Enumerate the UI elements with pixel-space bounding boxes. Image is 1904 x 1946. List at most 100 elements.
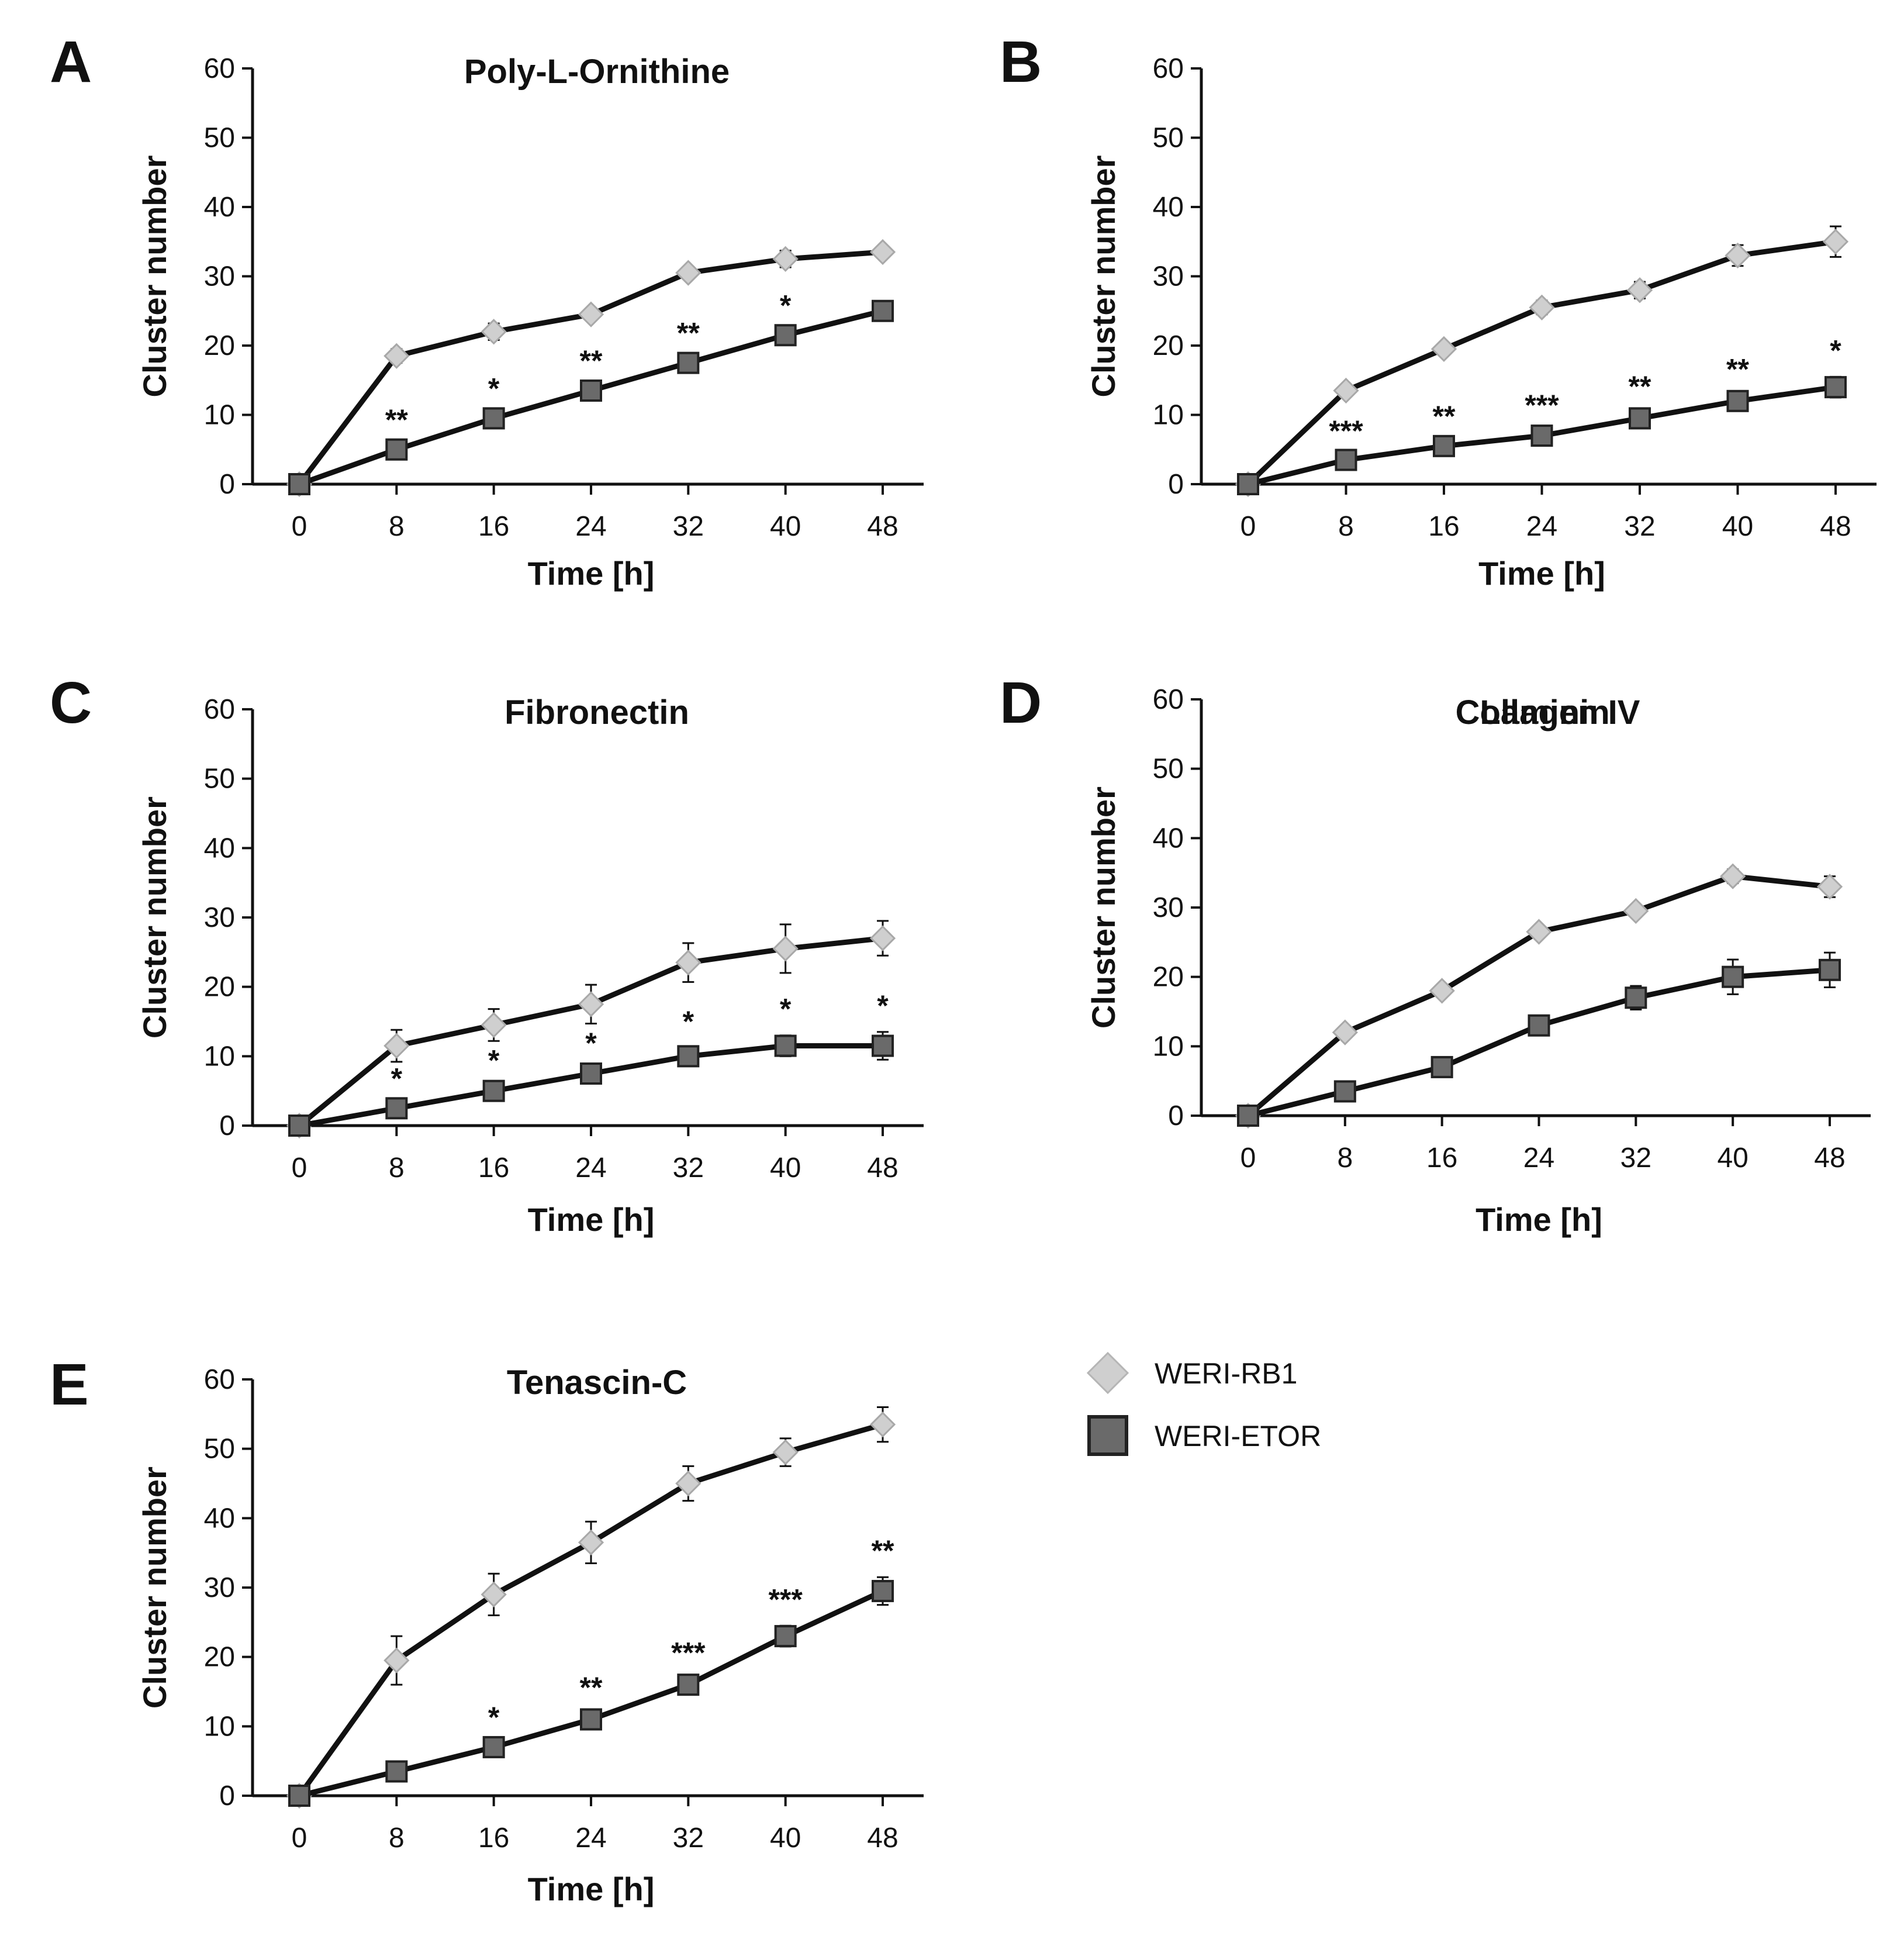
x-axis-label: Time [h] (1478, 555, 1605, 592)
chart-title: Collagen IV (1456, 693, 1640, 732)
x-tick-label: 40 (770, 1153, 801, 1184)
x-tick-label: 24 (575, 1153, 606, 1184)
x-tick-label: 40 (1722, 511, 1753, 542)
y-tick-label: 40 (204, 1503, 235, 1534)
x-tick-label: 40 (1717, 1143, 1748, 1174)
x-tick-label: 16 (478, 1153, 509, 1184)
data-point-diamond (481, 1012, 507, 1038)
x-tick-label: 16 (478, 1823, 509, 1854)
data-point-square (385, 438, 408, 461)
x-tick-label: 48 (867, 511, 898, 542)
data-point-diamond (1623, 898, 1649, 924)
y-tick-label: 30 (204, 902, 235, 933)
y-tick-label: 10 (204, 400, 235, 431)
x-tick-label: 0 (292, 1823, 307, 1854)
significance-marker: * (488, 1044, 500, 1077)
x-tick-label: 0 (292, 511, 307, 542)
x-tick-label: 48 (1814, 1143, 1845, 1174)
data-point-diamond (869, 925, 896, 951)
series-weri-etor (288, 1576, 894, 1807)
series-weri-rb1 (1235, 863, 1843, 1129)
series-weri-etor (1237, 951, 1841, 1127)
data-point-diamond (772, 246, 799, 272)
series-weri-rb1 (286, 1406, 896, 1809)
significance-marker: ** (580, 1671, 603, 1704)
significance-marker: * (877, 989, 889, 1022)
legend-label-weri-rb1: WERI-RB1 (1155, 1357, 1297, 1390)
significance-marker: * (488, 372, 500, 405)
x-axis-label: Time [h] (1475, 1201, 1602, 1238)
series-weri-rb1 (286, 920, 896, 1139)
data-point-square (288, 473, 310, 495)
data-point-diamond (1429, 978, 1455, 1004)
data-point-square (1722, 965, 1744, 988)
data-point-square (872, 1034, 894, 1057)
data-point-square (482, 1079, 505, 1102)
y-tick-label: 60 (204, 694, 235, 725)
x-tick-label: 24 (1523, 1143, 1554, 1174)
data-point-diamond (772, 936, 799, 962)
significance-marker: ** (872, 1534, 894, 1567)
significance-marker: * (780, 289, 792, 322)
y-tick-label: 20 (204, 972, 235, 1003)
significance-marker: * (488, 1701, 500, 1734)
panel-letter: C (50, 670, 92, 736)
x-tick-label: 0 (292, 1153, 307, 1184)
x-tick-label: 8 (389, 1823, 405, 1854)
chart-panels: A Poly-L-Ornithine 0 10 20 30 40 50 60 0 8 16 24 32 40… (50, 29, 1877, 1907)
data-point-square (1629, 407, 1651, 430)
x-tick-label: 16 (1426, 1143, 1457, 1174)
y-tick-label: 40 (1153, 823, 1184, 854)
data-point-square (1237, 1105, 1259, 1127)
data-point-square (288, 1785, 310, 1807)
y-tick-label: 50 (1153, 123, 1184, 154)
x-tick-label: 16 (478, 511, 509, 542)
data-point-diamond (1529, 294, 1555, 320)
y-tick-label: 10 (1153, 1031, 1184, 1062)
significance-marker: *** (1329, 415, 1363, 447)
chart-panel-d: D Laminin 0 10 20 30 40 50 60 0 8 16 24 32 40 48 Time [h… (1000, 670, 1871, 1238)
y-tick-label: 0 (219, 1110, 235, 1141)
data-point-square (1335, 448, 1357, 471)
significance-marker: * (683, 1005, 694, 1038)
y-tick-label: 60 (204, 53, 235, 84)
significance-marker: ** (677, 317, 700, 350)
y-tick-label: 0 (219, 469, 235, 500)
x-tick-label: 48 (867, 1153, 898, 1184)
x-tick-label: 8 (389, 511, 405, 542)
data-point-square (580, 1708, 602, 1731)
y-tick-label: 30 (204, 261, 235, 292)
x-tick-label: 32 (673, 1823, 704, 1854)
y-tick-label: 10 (1153, 400, 1184, 431)
significance-marker: ** (385, 403, 408, 436)
significance-marker: * (391, 1062, 403, 1095)
x-axis-label: Time [h] (528, 1201, 655, 1238)
y-tick-label: 0 (1168, 469, 1184, 500)
data-point-diamond (1816, 874, 1843, 900)
data-point-square (677, 1674, 700, 1696)
x-tick-label: 32 (673, 511, 704, 542)
significance-marker: ** (1433, 400, 1456, 433)
data-point-diamond (1720, 863, 1746, 889)
data-point-diamond (578, 1529, 604, 1555)
data-point-diamond (1725, 242, 1751, 269)
data-point-square (288, 1115, 310, 1137)
data-point-diamond (772, 1439, 799, 1465)
x-tick-label: 0 (1240, 511, 1256, 542)
x-tick-label: 40 (770, 511, 801, 542)
panel-letter: A (50, 29, 92, 95)
y-axis-label: Cluster number (1085, 786, 1122, 1029)
data-point-square (1625, 986, 1647, 1009)
y-tick-label: 20 (204, 330, 235, 361)
data-point-diamond (1526, 919, 1552, 945)
x-tick-label: 32 (1620, 1143, 1651, 1174)
data-point-diamond (1332, 1019, 1358, 1046)
significance-marker: ** (1726, 353, 1749, 385)
data-point-square (1333, 1080, 1356, 1103)
y-tick-label: 60 (204, 1364, 235, 1395)
data-point-square (1430, 1055, 1453, 1078)
data-point-square (677, 1045, 700, 1068)
data-point-square (872, 1579, 894, 1602)
data-point-diamond (1430, 336, 1457, 363)
significance-marker: * (1830, 334, 1841, 367)
